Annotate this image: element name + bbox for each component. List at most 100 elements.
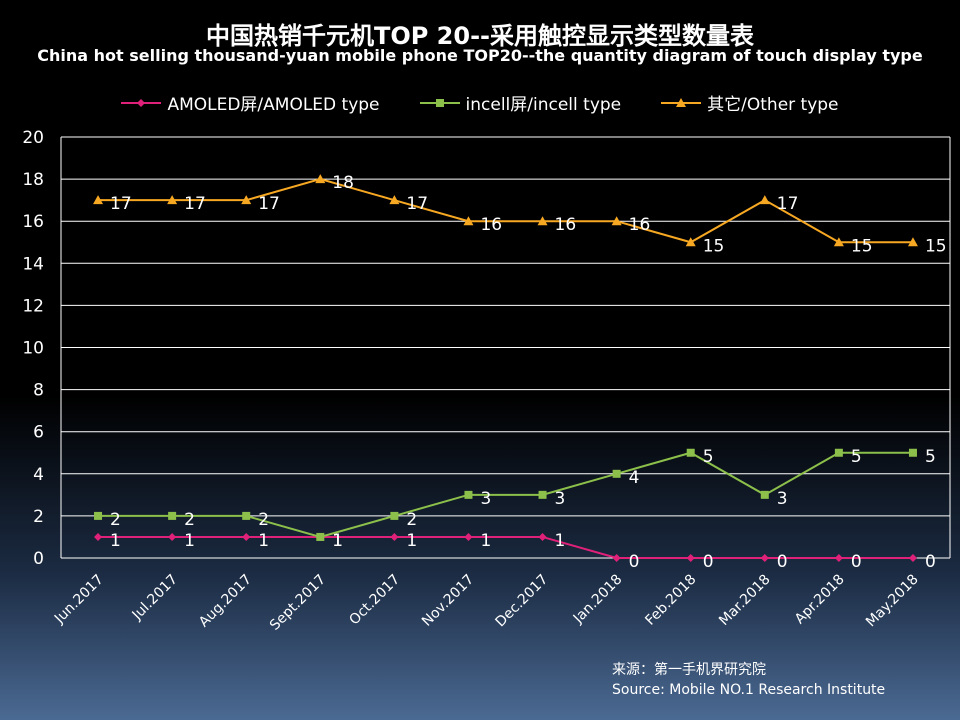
- x-tick-label: Sept.2017: [267, 572, 329, 634]
- data-point: [612, 554, 621, 562]
- y-tick-label: 10: [22, 339, 44, 359]
- legend-item-amoled: AMOLED屏/AMOLED type: [121, 90, 380, 115]
- data-point: [463, 216, 474, 226]
- data-label: 1: [406, 531, 417, 551]
- data-label: 2: [258, 510, 269, 530]
- x-tick-label: Nov.2017: [419, 572, 477, 630]
- data-label: 16: [480, 215, 502, 235]
- chart-title: 中国热销千元机TOP 20--采用触控显示类型数量表: [205, 22, 755, 50]
- y-tick-label: 14: [22, 254, 44, 274]
- data-point: [537, 216, 548, 226]
- legend-label-other: 其它/Other type: [707, 95, 839, 115]
- legend-marker-amoled: [121, 98, 162, 107]
- data-point: [908, 554, 917, 562]
- data-point: [316, 532, 325, 541]
- data-point: [241, 195, 252, 205]
- x-tick-label: Feb.2018: [642, 572, 699, 629]
- series-line-2: [98, 178, 913, 244]
- data-label: 4: [629, 468, 640, 488]
- data-label: 15: [925, 236, 947, 256]
- series-line-0: [98, 535, 913, 559]
- data-label: 16: [629, 215, 651, 235]
- data-point: [93, 195, 104, 205]
- data-label: 18: [332, 173, 354, 193]
- y-tick-label: 12: [22, 296, 44, 316]
- data-label: 17: [184, 194, 206, 214]
- data-point: [833, 237, 844, 247]
- y-tick-label: 8: [33, 381, 44, 401]
- legend-label-incell: incell屏/incell type: [465, 95, 622, 115]
- data-label: 2: [110, 510, 121, 530]
- data-label: 17: [258, 194, 280, 214]
- data-point: [167, 195, 178, 205]
- data-point: [168, 532, 177, 541]
- y-tick-label: 18: [22, 170, 44, 190]
- y-tick-label: 16: [22, 212, 44, 232]
- data-label: 5: [925, 447, 936, 467]
- data-label: 0: [703, 552, 714, 572]
- series-line-1: [98, 451, 913, 538]
- data-point: [94, 532, 103, 541]
- data-label: 3: [555, 489, 566, 509]
- data-point: [390, 532, 399, 541]
- data-point: [760, 554, 769, 562]
- data-label: 17: [777, 194, 799, 214]
- legend: AMOLED屏/AMOLED type incell屏/incell type …: [0, 90, 960, 115]
- data-point: [242, 511, 251, 520]
- y-tick-label: 2: [33, 507, 44, 527]
- x-tick-label: Jan.2018: [570, 572, 626, 628]
- x-tick-label: Jul.2017: [129, 572, 181, 624]
- y-tick-label: 0: [33, 549, 44, 569]
- data-label: 3: [777, 489, 788, 509]
- data-point: [94, 511, 103, 520]
- x-tick-label: Aug.2017: [196, 572, 255, 631]
- data-label: 1: [555, 531, 566, 551]
- y-tick-label: 20: [22, 128, 44, 148]
- data-point: [464, 532, 473, 541]
- data-label: 17: [406, 194, 428, 214]
- legend-marker-other: [661, 97, 702, 107]
- legend-label-amoled: AMOLED屏/AMOLED type: [167, 95, 380, 115]
- data-label: 2: [184, 510, 195, 530]
- data-label: 5: [703, 447, 714, 467]
- x-tick-label: Oct.2017: [346, 572, 403, 629]
- x-tick-label: Apr.2018: [792, 572, 848, 628]
- source-line-en: Source: Mobile NO.1 Research Institute: [612, 682, 886, 698]
- x-tick-label: Jun.2017: [51, 572, 107, 628]
- chart-subtitle: China hot selling thousand-yuan mobile p…: [37, 46, 923, 65]
- data-point: [390, 511, 399, 520]
- x-tick-label: May.2018: [863, 572, 922, 631]
- data-point: [834, 554, 843, 562]
- data-point: [464, 490, 473, 499]
- data-point: [759, 195, 770, 205]
- data-label: 1: [332, 531, 343, 551]
- data-point: [168, 511, 177, 520]
- data-label: 17: [110, 194, 132, 214]
- legend-marker-incell: [419, 98, 460, 107]
- data-label: 1: [110, 531, 121, 551]
- data-point: [907, 237, 918, 247]
- data-point: [612, 469, 621, 478]
- data-label: 16: [555, 215, 577, 235]
- data-point: [315, 174, 326, 184]
- data-label: 2: [406, 510, 417, 530]
- data-label: 1: [332, 531, 343, 551]
- data-point: [686, 448, 695, 457]
- data-label: 0: [851, 552, 862, 572]
- data-label: 3: [480, 489, 491, 509]
- data-point: [242, 532, 251, 541]
- data-point: [389, 195, 400, 205]
- data-point: [538, 490, 547, 499]
- data-label: 0: [629, 552, 640, 572]
- x-tick-label: Mar.2018: [716, 572, 773, 629]
- data-label: 5: [851, 447, 862, 467]
- data-point: [908, 448, 917, 457]
- data-label: 0: [925, 552, 936, 572]
- data-label: 15: [851, 236, 873, 256]
- data-label: 1: [258, 531, 269, 551]
- data-label: 15: [703, 236, 725, 256]
- legend-item-incell: incell屏/incell type: [419, 90, 622, 115]
- x-tick-label: Dec.2017: [493, 572, 552, 631]
- data-point: [686, 554, 695, 562]
